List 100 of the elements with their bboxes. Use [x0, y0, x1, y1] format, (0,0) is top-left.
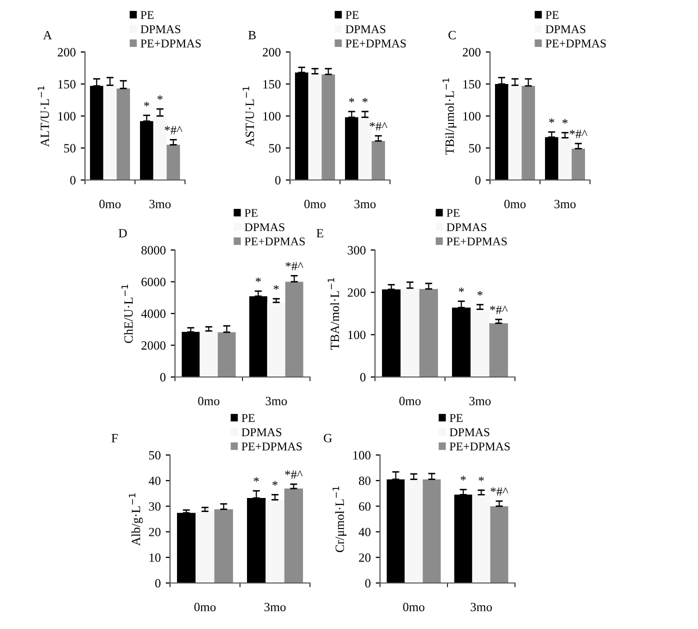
- annotation: *#^: [570, 130, 588, 138]
- legend-label: PE: [140, 11, 154, 19]
- legend-label: PE+DPMAS: [546, 40, 606, 48]
- bar: [116, 88, 130, 180]
- y-tick-label: 20: [359, 553, 370, 562]
- bar: [522, 86, 535, 180]
- y-tick-label: 150: [263, 80, 280, 88]
- y-tick-label: 100: [348, 330, 366, 340]
- y-tick-label: 10: [150, 553, 160, 562]
- x-tick-label: 3mo: [149, 200, 171, 208]
- bar: [267, 302, 286, 377]
- bar: [470, 309, 490, 377]
- y-axis-title: ALT/U·L$^{−1}$: [38, 86, 50, 147]
- annotation: *: [349, 98, 354, 102]
- y-tick-label: 100: [58, 112, 76, 120]
- annotation: *#^: [285, 470, 303, 479]
- x-tick-label: 0mo: [399, 396, 421, 406]
- annotation: *: [144, 102, 150, 106]
- y-tick-label: 40: [148, 476, 160, 486]
- annotation: *: [458, 288, 464, 292]
- legend-label: PE: [244, 209, 258, 217]
- bar: [322, 74, 335, 180]
- y-axis-title: TBA/mol·L$^{−1}$: [328, 278, 340, 350]
- bar: [200, 330, 218, 377]
- y-tick-label: 0: [275, 176, 280, 184]
- y-tick-label: 0: [475, 176, 480, 184]
- chart-title: B: [248, 31, 256, 40]
- y-tick-label: 100: [463, 112, 480, 120]
- y-tick-label: 0: [365, 579, 370, 588]
- bar: [182, 332, 200, 377]
- y-tick-label: 0: [160, 373, 166, 382]
- annotation: *: [477, 290, 483, 296]
- annotation: *: [256, 277, 261, 282]
- y-tick-label: 20: [149, 528, 160, 536]
- chart-title: G: [324, 434, 332, 442]
- bar: [558, 138, 572, 180]
- y-tick-label: 4000: [141, 310, 166, 318]
- annotation: *: [562, 119, 568, 124]
- legend-label: PE+DPMAS: [140, 40, 201, 48]
- y-tick-label: 30: [149, 502, 160, 511]
- bar: [196, 511, 214, 583]
- bar: [218, 332, 236, 377]
- y-tick-label: 200: [262, 48, 280, 56]
- annotation: *: [460, 476, 466, 481]
- y-tick-label: 0: [70, 176, 76, 184]
- bar: [572, 148, 585, 180]
- x-tick-label: 0mo: [403, 602, 424, 612]
- x-tick-label: 3mo: [264, 602, 286, 612]
- y-tick-label: 60: [359, 502, 370, 511]
- y-tick-label: 8000: [141, 246, 166, 254]
- annotation: *#^: [490, 306, 508, 314]
- y-tick-label: 40: [358, 528, 370, 536]
- legend-label: PE+DPMAS: [346, 40, 406, 48]
- legend-label: PE: [546, 11, 559, 19]
- bar: [489, 323, 508, 377]
- annotation: *#^: [286, 262, 304, 270]
- legend-label: PE+DPMAS: [242, 442, 302, 450]
- bar: [382, 289, 401, 377]
- x-tick-label: 3mo: [469, 396, 491, 406]
- bar: [372, 140, 385, 180]
- y-tick-label: 0: [360, 373, 366, 382]
- bar: [308, 74, 322, 180]
- legend-label: PE: [450, 414, 463, 422]
- legend-label: PE+DPMAS: [450, 442, 510, 450]
- annotation: *: [272, 481, 278, 486]
- bar: [490, 506, 508, 583]
- y-tick-label: 100: [353, 451, 370, 460]
- y-tick-label: 150: [58, 80, 76, 88]
- y-tick-label: 100: [263, 112, 280, 120]
- legend-label: DPMAS: [450, 428, 490, 436]
- bar: [454, 494, 472, 583]
- y-axis-title: Cr/μmol·L$^{−1}$: [332, 486, 347, 552]
- legend-label: DPMAS: [546, 25, 586, 34]
- bar: [177, 512, 196, 583]
- y-axis-title: Alb/g·L$^{−1}$: [128, 493, 143, 546]
- legend-label: PE: [346, 11, 359, 19]
- legend-label: DPMAS: [140, 25, 180, 34]
- x-tick-label: 0mo: [99, 200, 121, 208]
- y-tick-label: 50: [269, 144, 280, 152]
- bar: [295, 72, 308, 180]
- bar: [103, 85, 117, 180]
- annotation: *: [274, 285, 279, 290]
- legend-label: PE: [446, 209, 460, 217]
- y-tick-label: 200: [348, 288, 366, 297]
- annotation: *: [549, 118, 554, 123]
- annotation: *: [362, 98, 368, 102]
- legend-label: DPMAS: [244, 223, 284, 232]
- legend-label: PE+DPMAS: [446, 237, 507, 246]
- bar: [166, 144, 180, 180]
- y-tick-label: 300: [348, 246, 366, 254]
- chart-title: A: [43, 30, 52, 40]
- x-tick-label: 3mo: [354, 200, 376, 208]
- annotation: *: [157, 95, 163, 100]
- y-tick-label: 200: [462, 48, 480, 56]
- bar: [400, 288, 420, 377]
- y-tick-label: 150: [463, 80, 480, 88]
- bar: [508, 85, 522, 180]
- chart-title: E: [316, 229, 324, 238]
- y-tick-label: 50: [64, 144, 76, 152]
- chart-title: F: [112, 434, 118, 442]
